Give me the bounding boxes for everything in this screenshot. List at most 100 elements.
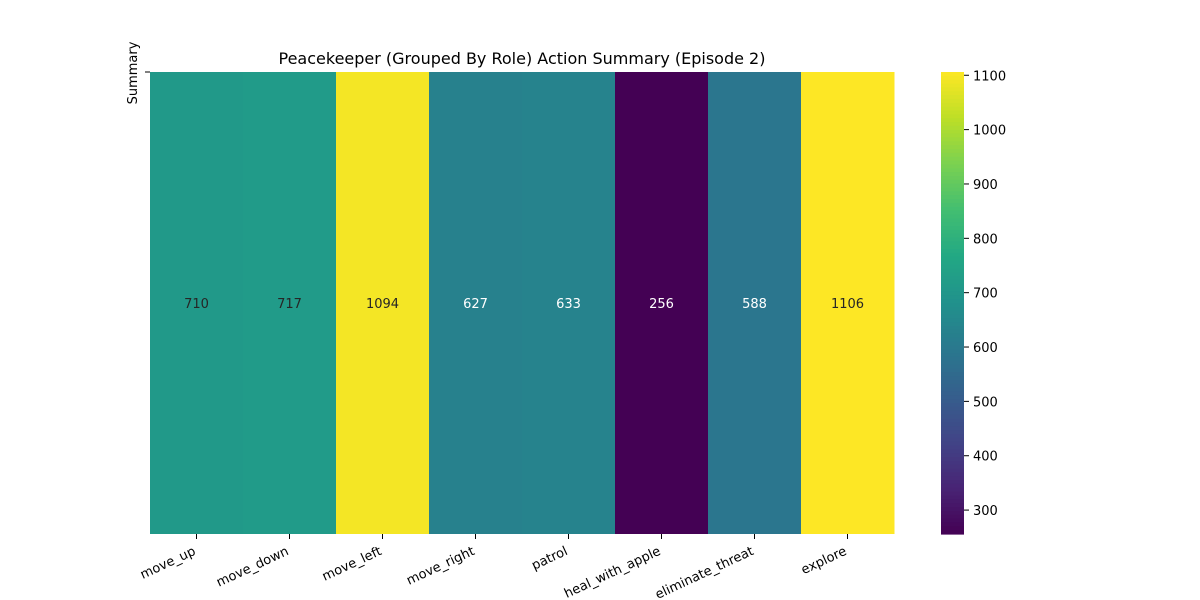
colorbar-segment xyxy=(941,210,964,216)
cell-value-label: 627 xyxy=(463,297,488,312)
colorbar-segment xyxy=(941,430,964,435)
colorbar-segment xyxy=(941,380,964,385)
colorbar-segment xyxy=(941,299,964,304)
colorbar-tick-label: 300 xyxy=(973,504,998,519)
colorbar-segment xyxy=(941,406,964,412)
colorbar-segment xyxy=(941,218,964,223)
colorbar-segment xyxy=(941,410,964,416)
colorbar-segment xyxy=(941,483,964,489)
colorbar-segment xyxy=(941,272,964,277)
colorbar-segment xyxy=(941,287,964,293)
cell-value-label: 717 xyxy=(277,297,302,312)
colorbar-segment xyxy=(941,168,964,173)
cell-value-label: 588 xyxy=(742,297,767,312)
colorbar-tick-label: 500 xyxy=(973,395,998,410)
colorbar-segment xyxy=(941,464,964,470)
colorbar-segment xyxy=(941,152,964,158)
colorbar-segment xyxy=(941,268,964,273)
colorbar-segment xyxy=(941,449,964,454)
colorbar-segment xyxy=(941,106,964,112)
colorbar-segment xyxy=(941,383,964,389)
colorbar-segment xyxy=(941,318,964,323)
colorbar-segment xyxy=(941,507,964,512)
colorbar-segment xyxy=(941,322,964,327)
colorbar-segment xyxy=(941,260,964,266)
colorbar-segment xyxy=(941,522,964,527)
heatmap-cell xyxy=(801,72,895,534)
colorbar-segment xyxy=(941,441,964,447)
heatmap-cell xyxy=(615,72,709,534)
colorbar-segment xyxy=(941,249,964,254)
colorbar-segment xyxy=(941,233,964,239)
colorbar-segment xyxy=(941,75,964,81)
colorbar-segment xyxy=(941,202,964,208)
colorbar-segment xyxy=(941,199,964,204)
colorbar-segment xyxy=(941,291,964,296)
colorbar-segment xyxy=(941,264,964,269)
cell-value-label: 633 xyxy=(556,297,581,312)
colorbar-segment xyxy=(941,349,964,354)
colorbar-segment xyxy=(941,98,964,104)
heatmap-cell xyxy=(522,72,616,534)
colorbar-tick-label: 800 xyxy=(973,232,998,247)
colorbar-segment xyxy=(941,102,964,108)
colorbar-segment xyxy=(941,175,964,181)
heatmap-cells: 710 717 1094 627 633 256 588 1106 xyxy=(150,72,895,534)
colorbar-segment xyxy=(941,295,964,300)
colorbar-tick-label: 600 xyxy=(973,341,998,356)
colorbar-segment xyxy=(941,387,964,393)
colorbar: 300 400 500 600 700 800 900 1000 1100 xyxy=(941,69,1006,535)
colorbar-segment xyxy=(941,226,964,231)
colorbar-segment xyxy=(941,164,964,169)
colorbar-segment xyxy=(941,376,964,381)
colorbar-segment xyxy=(941,241,964,246)
colorbar-segment xyxy=(941,141,964,146)
heatmap-cell xyxy=(150,72,244,534)
colorbar-segment xyxy=(941,395,964,400)
colorbar-segment xyxy=(941,125,964,131)
colorbar-segment xyxy=(941,306,964,312)
colorbar-segment xyxy=(941,87,964,92)
colorbar-segment xyxy=(941,368,964,373)
colorbar-segment xyxy=(941,149,964,154)
colorbar-segment xyxy=(941,453,964,458)
colorbar-segment xyxy=(941,518,964,524)
colorbar-segment xyxy=(941,503,964,508)
colorbar-segment xyxy=(941,480,964,485)
colorbar-segment xyxy=(941,314,964,319)
x-tick-label: move_left xyxy=(320,544,384,585)
colorbar-segment xyxy=(941,329,964,335)
colorbar-segment xyxy=(941,468,964,473)
colorbar-segment xyxy=(941,364,964,370)
heatmap-cell xyxy=(708,72,802,534)
colorbar-segment xyxy=(941,303,964,308)
colorbar-segment xyxy=(941,187,964,192)
colorbar-segment xyxy=(941,83,964,88)
colorbar-segment xyxy=(941,510,964,516)
colorbar-segment xyxy=(941,326,964,331)
x-tick-label: eliminate_threat xyxy=(653,544,756,600)
colorbar-segment xyxy=(941,476,964,481)
colorbar-segment xyxy=(941,129,964,135)
colorbar-segment xyxy=(941,310,964,316)
colorbar-segment xyxy=(941,422,964,427)
colorbar-segment xyxy=(941,437,964,443)
x-tick-label: move_up xyxy=(138,544,198,583)
colorbar-tick-label: 700 xyxy=(973,287,998,302)
heatmap-cell xyxy=(429,72,523,534)
colorbar-segment xyxy=(941,495,964,500)
colorbar-segment xyxy=(941,472,964,477)
cell-value-label: 710 xyxy=(184,297,209,312)
cell-value-label: 1106 xyxy=(831,297,864,312)
colorbar-segment xyxy=(941,530,964,535)
x-tick-label: move_right xyxy=(404,544,477,589)
colorbar-segment xyxy=(941,526,964,531)
colorbar-segment xyxy=(941,426,964,431)
colorbar-segment xyxy=(941,95,964,100)
colorbar-segment xyxy=(941,337,964,343)
colorbar-segment xyxy=(941,414,964,420)
colorbar-segment xyxy=(941,356,964,362)
colorbar-tick-label: 1100 xyxy=(973,69,1006,84)
colorbar-segment xyxy=(941,433,964,439)
